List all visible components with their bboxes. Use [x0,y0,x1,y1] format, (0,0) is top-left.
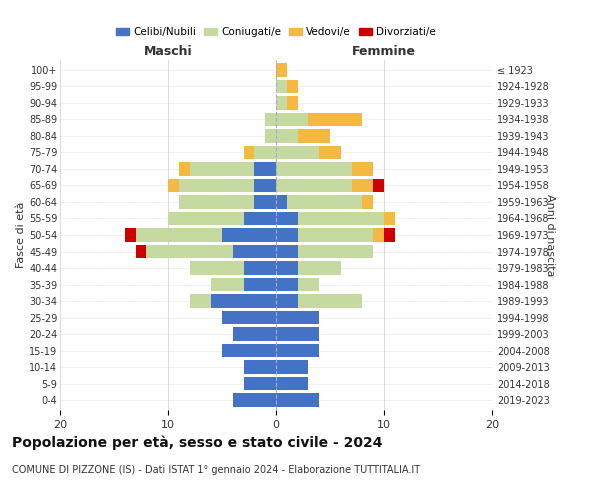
Bar [298,228,373,241]
Bar [190,262,244,274]
Bar [287,196,362,208]
Bar [298,262,341,274]
Text: Maschi: Maschi [143,46,193,59]
Bar [287,80,298,93]
Bar [190,162,254,175]
Bar [276,311,319,324]
Bar [136,228,222,241]
Bar [222,228,276,241]
Bar [276,146,319,159]
Bar [254,196,276,208]
Bar [276,262,298,274]
Y-axis label: Anni di nascita: Anni di nascita [545,194,555,276]
Bar [276,196,287,208]
Bar [254,162,276,175]
Bar [276,360,308,374]
Y-axis label: Fasce di età: Fasce di età [16,202,26,268]
Text: COMUNE DI PIZZONE (IS) - Dati ISTAT 1° gennaio 2024 - Elaborazione TUTTITALIA.IT: COMUNE DI PIZZONE (IS) - Dati ISTAT 1° g… [12,465,420,475]
Bar [254,146,276,159]
Bar [276,64,287,76]
Bar [276,228,298,241]
Bar [308,113,362,126]
Bar [233,245,276,258]
Bar [265,113,276,126]
Legend: Celibi/Nubili, Coniugati/e, Vedovi/e, Divorziati/e: Celibi/Nubili, Coniugati/e, Vedovi/e, Di… [112,23,440,42]
Bar [352,179,373,192]
Bar [211,278,244,291]
Bar [179,196,254,208]
Bar [276,162,352,175]
Text: Popolazione per età, sesso e stato civile - 2024: Popolazione per età, sesso e stato civil… [12,435,383,450]
Bar [244,146,254,159]
Bar [276,278,298,291]
Bar [179,162,190,175]
Bar [168,179,179,192]
Bar [298,245,373,258]
Bar [276,212,298,225]
Bar [136,245,146,258]
Bar [319,146,341,159]
Bar [190,294,211,308]
Bar [265,130,276,142]
Bar [244,262,276,274]
Bar [168,212,244,225]
Bar [276,80,287,93]
Bar [211,294,276,308]
Bar [352,162,373,175]
Bar [298,212,384,225]
Bar [222,344,276,357]
Bar [373,228,384,241]
Bar [384,228,395,241]
Bar [384,212,395,225]
Bar [287,96,298,110]
Bar [233,394,276,406]
Bar [298,130,330,142]
Bar [298,278,319,291]
Bar [276,328,319,340]
Bar [276,294,298,308]
Bar [146,245,233,258]
Bar [276,96,287,110]
Bar [244,212,276,225]
Bar [276,394,319,406]
Bar [233,328,276,340]
Bar [244,278,276,291]
Bar [244,377,276,390]
Bar [276,377,308,390]
Bar [298,294,362,308]
Bar [276,179,352,192]
Bar [125,228,136,241]
Bar [373,179,384,192]
Bar [276,130,298,142]
Bar [276,113,308,126]
Bar [362,196,373,208]
Bar [179,179,254,192]
Bar [244,360,276,374]
Bar [276,245,298,258]
Bar [254,179,276,192]
Bar [276,344,319,357]
Text: Femmine: Femmine [352,46,416,59]
Bar [222,311,276,324]
